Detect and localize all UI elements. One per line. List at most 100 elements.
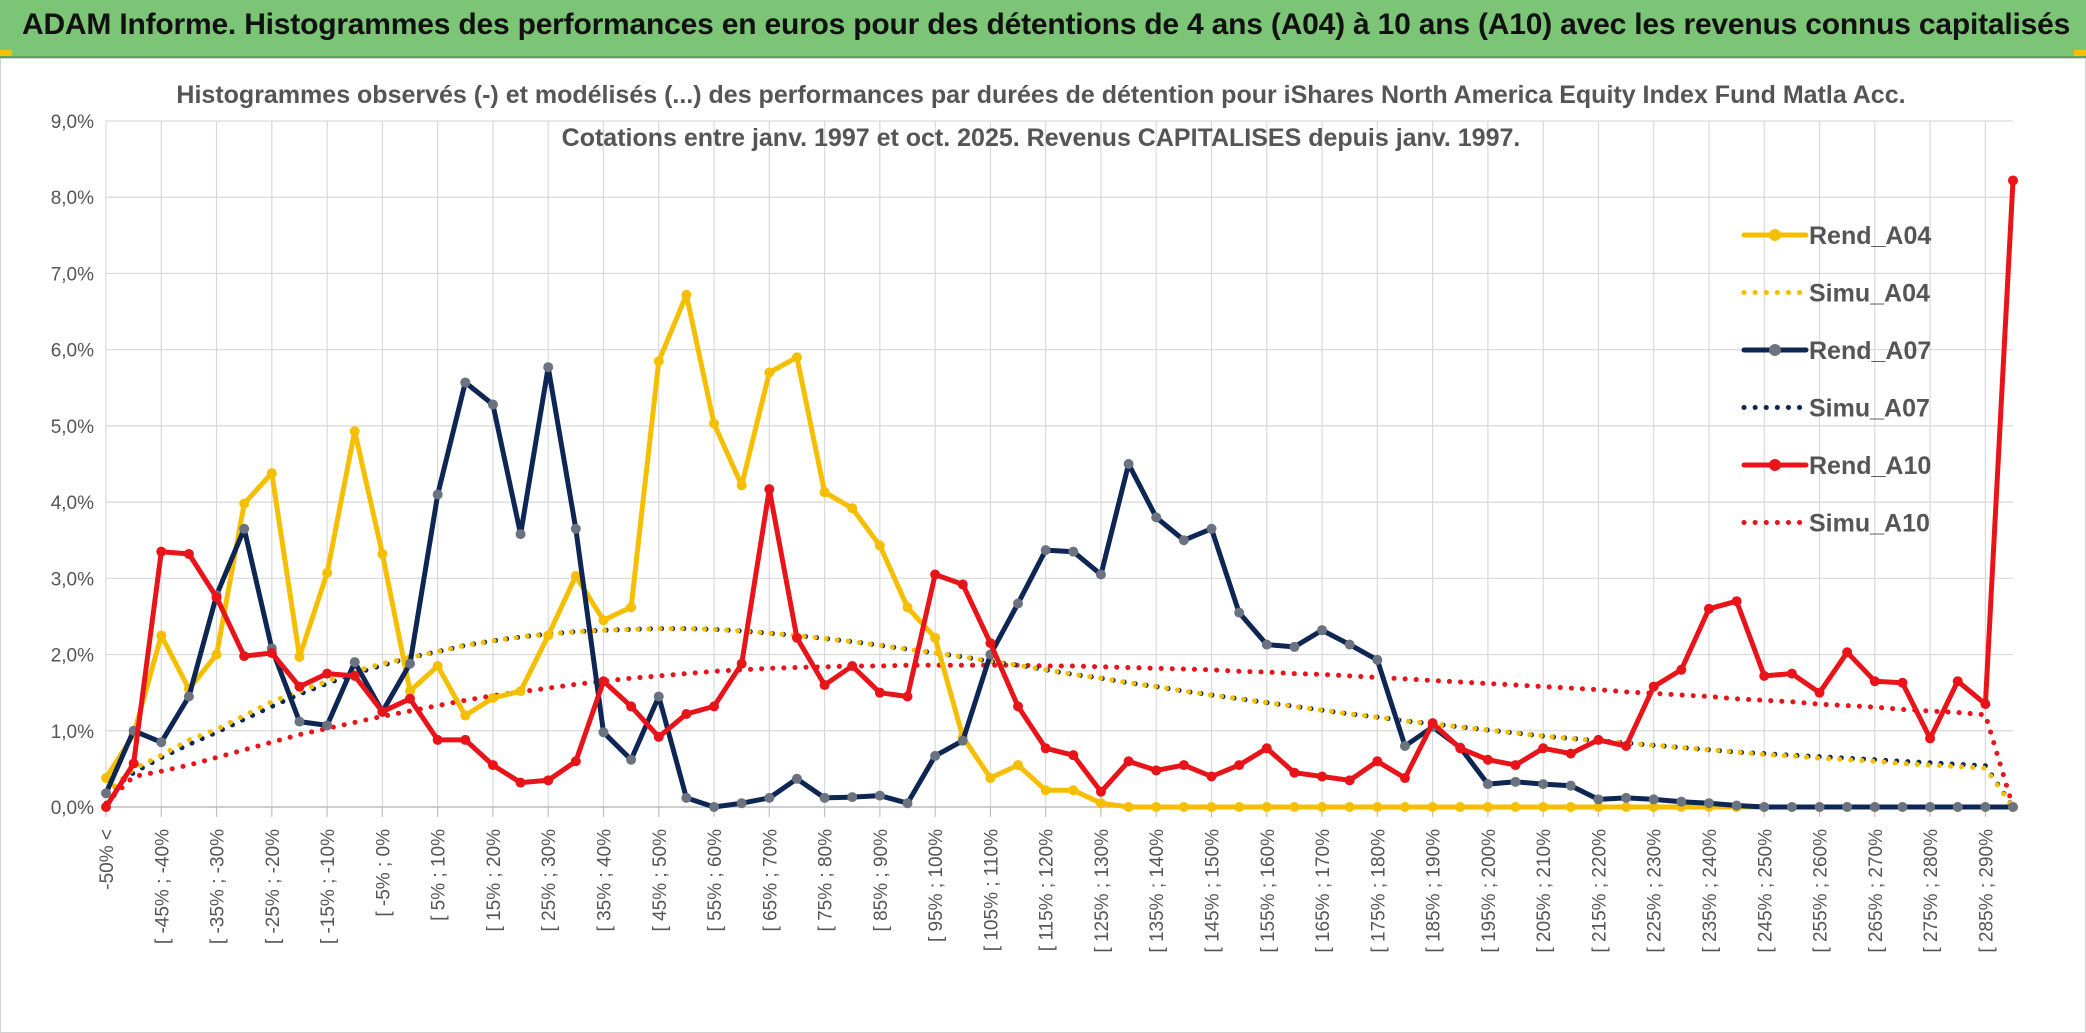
data-point-rend-a10	[1482, 754, 1493, 765]
data-point-rend-a04	[791, 352, 802, 363]
data-point-rend-a10	[1925, 733, 1936, 744]
data-point-rend-a04	[349, 426, 360, 437]
data-point-rend-a04	[1289, 802, 1300, 812]
data-point-rend-a10	[764, 484, 775, 495]
data-point-rend-a10	[1510, 760, 1521, 771]
data-point-rend-a07	[1289, 641, 1300, 652]
data-point-rend-a07	[736, 798, 747, 809]
data-point-rend-a10	[487, 760, 498, 771]
data-point-rend-a10	[543, 775, 554, 786]
axes: 0,0% 1,0% 2,0% 3,0% 4,0% 5,0% 6,0% 7,0% 8,0% 9,0%…	[51, 112, 2013, 953]
data-point-rend-a10	[1427, 718, 1438, 729]
data-point-rend-a07	[1869, 802, 1880, 812]
x-tick-label: [ 185% ; 190%	[1424, 829, 1445, 953]
x-tick-label: [ -15% ; -10%	[318, 829, 339, 944]
data-point-rend-a07	[764, 792, 775, 803]
data-point-rend-a07	[1317, 625, 1328, 636]
histogram-chart: 0,0% 1,0% 2,0% 3,0% 4,0% 5,0% 6,0% 7,0% 8,0% 9,0%…	[51, 81, 2018, 953]
data-point-rend-a07	[791, 773, 802, 784]
data-point-rend-a07	[1897, 802, 1908, 812]
data-point-rend-a10	[515, 777, 526, 788]
data-point-rend-a07	[1178, 535, 1189, 546]
data-point-rend-a10	[902, 691, 913, 702]
data-point-rend-a10	[322, 668, 333, 679]
data-point-rend-a04	[543, 630, 554, 641]
series-line-rend-a04	[103, 292, 2016, 810]
data-point-rend-a04	[902, 602, 913, 613]
data-point-rend-a10	[681, 709, 692, 720]
data-point-rend-a07	[349, 657, 360, 668]
data-point-rend-a07	[183, 691, 194, 702]
data-point-rend-a07	[1013, 598, 1024, 609]
data-point-rend-a10	[791, 632, 802, 643]
data-point-rend-a07	[239, 523, 250, 534]
x-tick-label: [ 175% ; 180%	[1368, 829, 1389, 953]
data-point-rend-a07	[653, 691, 664, 702]
data-point-rend-a04	[736, 480, 747, 491]
series-line-simu-a04	[103, 626, 2016, 810]
y-tick-label: 1,0%	[51, 722, 94, 743]
banner-corner-right	[2074, 50, 2086, 56]
report-banner: ADAM Informe. Histogrammes des performan…	[0, 0, 2086, 58]
data-point-rend-a10	[1289, 767, 1300, 778]
x-tick-label: [ 85% ; 90%	[871, 829, 892, 932]
data-point-rend-a04	[1344, 802, 1355, 812]
data-point-rend-a10	[349, 670, 360, 681]
data-point-rend-a04	[460, 710, 471, 721]
data-point-rend-a04	[653, 356, 664, 367]
data-point-rend-a04	[432, 660, 443, 671]
data-point-rend-a04	[1068, 785, 1079, 796]
legend: Rend_A04 Simu_A04 Rend_A07 Simu_A07 Rend_A10…	[1741, 222, 1931, 538]
legend-label-rend-a04: Rend_A04	[1809, 222, 1931, 250]
x-tick-label: [ 135% ; 140%	[1147, 829, 1168, 953]
y-tick-label: 6,0%	[51, 341, 94, 362]
data-point-rend-a10	[1261, 743, 1272, 754]
x-tick-label: [ 275% ; 280%	[1921, 829, 1942, 953]
data-point-rend-a10	[211, 592, 222, 603]
data-point-rend-a07	[432, 489, 443, 500]
data-point-rend-a10	[985, 638, 996, 649]
data-point-rend-a07	[1482, 779, 1493, 790]
data-point-rend-a10	[101, 802, 111, 812]
data-point-rend-a04	[377, 548, 388, 559]
data-point-rend-a07	[626, 754, 637, 765]
data-point-rend-a10	[1869, 676, 1880, 687]
data-point-rend-a07	[515, 529, 526, 540]
data-point-rend-a07	[460, 377, 471, 388]
y-tick-label: 9,0%	[51, 112, 94, 133]
data-point-rend-a07	[101, 788, 111, 799]
data-point-rend-a07	[156, 737, 167, 748]
data-point-rend-a10	[1178, 760, 1189, 771]
x-tick-label: [ 255% ; 260%	[1811, 829, 1832, 953]
data-point-rend-a04	[874, 540, 885, 551]
data-point-rend-a10	[1648, 681, 1659, 692]
data-point-rend-a10	[1317, 771, 1328, 782]
x-tick-label: [ -35% ; -30%	[208, 829, 229, 944]
x-tick-label: [ 245% ; 250%	[1755, 829, 1776, 953]
data-point-rend-a07	[1510, 776, 1521, 787]
gridlines	[105, 120, 2013, 808]
data-point-rend-a10	[1703, 603, 1714, 614]
data-point-rend-a10	[1123, 756, 1134, 767]
data-point-rend-a04	[1123, 802, 1134, 812]
legend-marker	[1769, 459, 1781, 471]
x-tick-label: [ 115% ; 120%	[1037, 829, 1058, 951]
data-point-rend-a10	[957, 579, 968, 590]
data-point-rend-a10	[1786, 668, 1797, 679]
x-tick-label: [ 35% ; 40%	[594, 829, 615, 932]
data-point-rend-a07	[1621, 792, 1632, 803]
data-point-rend-a04	[764, 367, 775, 378]
data-point-rend-a07	[1344, 639, 1355, 650]
data-point-rend-a04	[1482, 802, 1493, 812]
data-point-rend-a10	[405, 693, 416, 704]
data-point-rend-a07	[405, 658, 416, 669]
data-point-rend-a10	[1151, 765, 1162, 776]
data-point-rend-a07	[930, 750, 941, 761]
x-tick-label: [ 45% ; 50%	[650, 829, 671, 932]
data-point-rend-a04	[322, 567, 333, 578]
report-title: ADAM Informe. Histogrammes des performan…	[22, 8, 2071, 41]
data-point-rend-a07	[1648, 794, 1659, 805]
data-point-rend-a07	[819, 792, 830, 803]
data-point-rend-a10	[1593, 734, 1604, 745]
legend-label-rend-a07: Rend_A07	[1809, 337, 1931, 365]
